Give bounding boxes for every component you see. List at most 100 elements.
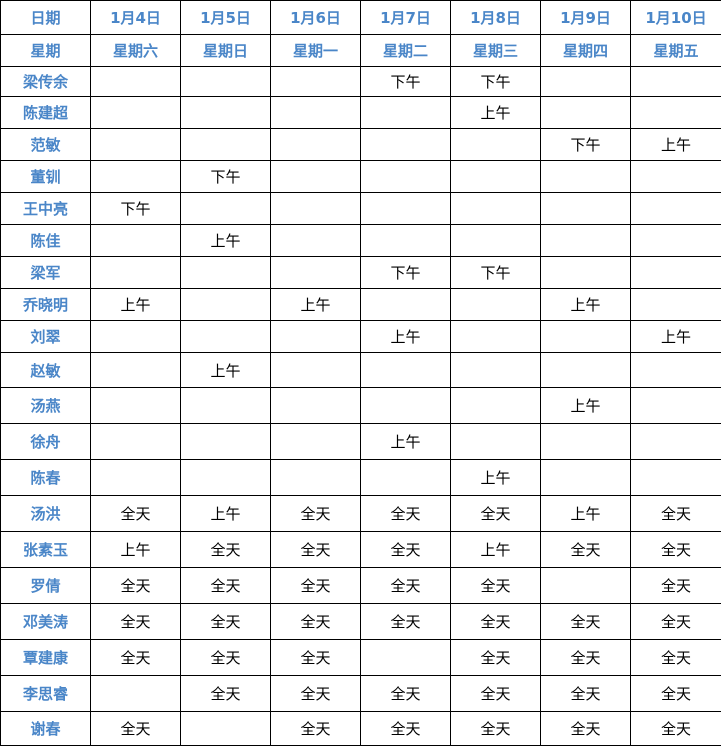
- weekday-header: 星期三: [451, 35, 541, 67]
- person-name: 梁军: [1, 257, 91, 289]
- schedule-cell: [91, 353, 181, 388]
- person-name: 汤燕: [1, 388, 91, 424]
- person-name: 张素玉: [1, 532, 91, 568]
- schedule-cell: [181, 97, 271, 129]
- schedule-cell: [361, 225, 451, 257]
- schedule-cell: 全天: [361, 532, 451, 568]
- weekday-label: 星期: [1, 35, 91, 67]
- schedule-cell: 上午: [181, 225, 271, 257]
- table-row: 乔晓明上午上午上午: [1, 289, 721, 321]
- schedule-cell: 上午: [361, 424, 451, 460]
- table-row: 陈建超上午: [1, 97, 721, 129]
- schedule-cell: 上午: [541, 289, 631, 321]
- person-name: 邓美涛: [1, 604, 91, 640]
- schedule-cell: [181, 257, 271, 289]
- person-name: 赵敏: [1, 353, 91, 388]
- schedule-cell: [631, 161, 721, 193]
- schedule-cell: [631, 388, 721, 424]
- schedule-cell: 全天: [451, 640, 541, 676]
- schedule-cell: [451, 424, 541, 460]
- schedule-cell: 全天: [451, 496, 541, 532]
- table-row: 陈春上午: [1, 460, 721, 496]
- schedule-cell: [361, 193, 451, 225]
- schedule-cell: [451, 353, 541, 388]
- schedule-cell: 上午: [91, 289, 181, 321]
- schedule-cell: 全天: [91, 496, 181, 532]
- schedule-cell: 全天: [451, 568, 541, 604]
- schedule-cell: 全天: [451, 604, 541, 640]
- table-row: 董钏下午: [1, 161, 721, 193]
- schedule-cell: [91, 97, 181, 129]
- schedule-cell: [91, 161, 181, 193]
- schedule-cell: 全天: [541, 676, 631, 712]
- schedule-cell: [541, 321, 631, 353]
- schedule-cell: [361, 289, 451, 321]
- schedule-cell: [91, 67, 181, 97]
- schedule-cell: 全天: [271, 604, 361, 640]
- schedule-cell: [361, 460, 451, 496]
- schedule-cell: [91, 460, 181, 496]
- schedule-cell: 上午: [361, 321, 451, 353]
- table-row: 谢春全天全天全天全天全天全天: [1, 712, 721, 746]
- schedule-cell: 上午: [181, 496, 271, 532]
- schedule-cell: [271, 460, 361, 496]
- schedule-cell: [271, 321, 361, 353]
- table-row: 张素玉上午全天全天全天上午全天全天: [1, 532, 721, 568]
- schedule-cell: 全天: [361, 712, 451, 746]
- schedule-cell: 全天: [181, 640, 271, 676]
- schedule-cell: 上午: [541, 388, 631, 424]
- table-row: 梁传余下午下午: [1, 67, 721, 97]
- schedule-cell: [91, 388, 181, 424]
- schedule-cell: [361, 161, 451, 193]
- schedule-cell: 下午: [451, 67, 541, 97]
- table-row: 覃建康全天全天全天全天全天全天: [1, 640, 721, 676]
- schedule-cell: [271, 161, 361, 193]
- schedule-cell: [181, 289, 271, 321]
- schedule-cell: 全天: [91, 712, 181, 746]
- schedule-cell: [541, 161, 631, 193]
- schedule-cell: [271, 97, 361, 129]
- schedule-cell: [541, 353, 631, 388]
- schedule-cell: 下午: [91, 193, 181, 225]
- schedule-cell: [361, 353, 451, 388]
- date-header: 1月10日: [631, 1, 721, 35]
- table-row: 范敏下午上午: [1, 129, 721, 161]
- schedule-cell: [541, 193, 631, 225]
- table-row: 赵敏上午: [1, 353, 721, 388]
- person-name: 陈春: [1, 460, 91, 496]
- schedule-cell: 全天: [91, 568, 181, 604]
- date-header: 1月8日: [451, 1, 541, 35]
- schedule-cell: [181, 67, 271, 97]
- schedule-cell: [631, 67, 721, 97]
- table-row: 邓美涛全天全天全天全天全天全天全天: [1, 604, 721, 640]
- schedule-cell: [541, 424, 631, 460]
- schedule-cell: 全天: [631, 604, 721, 640]
- schedule-cell: [451, 321, 541, 353]
- schedule-cell: [271, 193, 361, 225]
- schedule-cell: 全天: [541, 712, 631, 746]
- schedule-cell: [91, 424, 181, 460]
- date-header: 1月5日: [181, 1, 271, 35]
- schedule-cell: [361, 97, 451, 129]
- schedule-cell: [271, 353, 361, 388]
- schedule-cell: 全天: [271, 496, 361, 532]
- schedule-cell: [181, 129, 271, 161]
- schedule-cell: 全天: [541, 532, 631, 568]
- weekday-header: 星期日: [181, 35, 271, 67]
- date-header: 1月7日: [361, 1, 451, 35]
- schedule-cell: [181, 193, 271, 225]
- schedule-cell: [541, 97, 631, 129]
- schedule-cell: [361, 640, 451, 676]
- weekday-header-row: 星期星期六星期日星期一星期二星期三星期四星期五: [1, 35, 721, 67]
- weekday-header: 星期四: [541, 35, 631, 67]
- date-header: 1月6日: [271, 1, 361, 35]
- weekday-header: 星期一: [271, 35, 361, 67]
- schedule-cell: 下午: [181, 161, 271, 193]
- schedule-cell: [541, 257, 631, 289]
- schedule-cell: 全天: [631, 532, 721, 568]
- person-name: 陈佳: [1, 225, 91, 257]
- table-row: 王中亮下午: [1, 193, 721, 225]
- schedule-cell: 上午: [451, 97, 541, 129]
- schedule-cell: [91, 257, 181, 289]
